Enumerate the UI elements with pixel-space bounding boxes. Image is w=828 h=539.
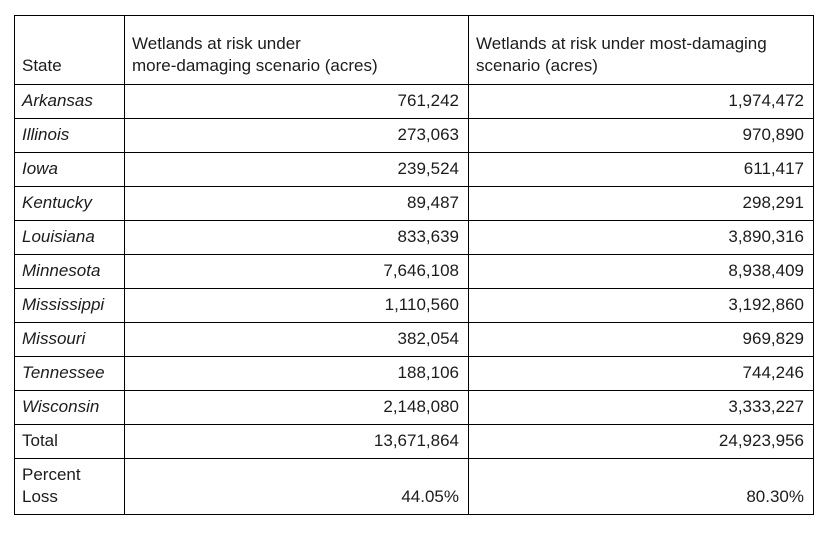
more-damaging-value: 382,054: [124, 322, 469, 357]
total-label: Total: [14, 424, 125, 459]
state-name: Iowa: [14, 152, 125, 187]
most-damaging-value: 744,246: [468, 356, 814, 391]
state-name: Arkansas: [14, 84, 125, 119]
table-row-percent-loss: Percent Loss 44.05% 80.30%: [14, 458, 814, 515]
most-damaging-value: 611,417: [468, 152, 814, 187]
more-damaging-value: 239,524: [124, 152, 469, 187]
percent-loss-most-damaging-value: 80.30%: [468, 458, 814, 515]
state-name: Tennessee: [14, 356, 125, 391]
table-row-wisconsin: Wisconsin 2,148,080 3,333,227: [14, 390, 814, 425]
table-row-iowa: Iowa 239,524 611,417: [14, 152, 814, 187]
state-name: Illinois: [14, 118, 125, 153]
table-row-kentucky: Kentucky 89,487 298,291: [14, 186, 814, 221]
total-more-damaging-value: 13,671,864: [124, 424, 469, 459]
table-row-louisiana: Louisiana 833,639 3,890,316: [14, 220, 814, 255]
more-damaging-value: 89,487: [124, 186, 469, 221]
more-damaging-value: 761,242: [124, 84, 469, 119]
most-damaging-value: 1,974,472: [468, 84, 814, 119]
table-row-arkansas: Arkansas 761,242 1,974,472: [14, 84, 814, 119]
more-damaging-value: 273,063: [124, 118, 469, 153]
state-name: Missouri: [14, 322, 125, 357]
state-name: Wisconsin: [14, 390, 125, 425]
most-damaging-value: 969,829: [468, 322, 814, 357]
state-name: Louisiana: [14, 220, 125, 255]
more-damaging-value: 7,646,108: [124, 254, 469, 289]
table-row-tennessee: Tennessee 188,106 744,246: [14, 356, 814, 391]
header-row: State Wetlands at risk under more-damagi…: [14, 15, 814, 85]
state-name: Kentucky: [14, 186, 125, 221]
most-damaging-value: 3,333,227: [468, 390, 814, 425]
more-damaging-value: 2,148,080: [124, 390, 469, 425]
state-name: Mississippi: [14, 288, 125, 323]
most-damaging-value: 3,890,316: [468, 220, 814, 255]
column-header-more-damaging: Wetlands at risk under more-damaging sce…: [124, 15, 469, 85]
table-row-illinois: Illinois 273,063 970,890: [14, 118, 814, 153]
percent-loss-label: Percent Loss: [14, 458, 125, 515]
most-damaging-value: 298,291: [468, 186, 814, 221]
table-row-minnesota: Minnesota 7,646,108 8,938,409: [14, 254, 814, 289]
column-header-most-damaging: Wetlands at risk under most-damaging sce…: [468, 15, 814, 85]
most-damaging-value: 3,192,860: [468, 288, 814, 323]
state-name: Minnesota: [14, 254, 125, 289]
more-damaging-value: 188,106: [124, 356, 469, 391]
wetlands-risk-table: State Wetlands at risk under more-damagi…: [14, 15, 814, 515]
percent-loss-more-damaging-value: 44.05%: [124, 458, 469, 515]
more-damaging-value: 833,639: [124, 220, 469, 255]
wetlands-risk-table-container: State Wetlands at risk under more-damagi…: [14, 15, 814, 515]
more-damaging-value: 1,110,560: [124, 288, 469, 323]
table-row-mississippi: Mississippi 1,110,560 3,192,860: [14, 288, 814, 323]
table-row-missouri: Missouri 382,054 969,829: [14, 322, 814, 357]
most-damaging-value: 8,938,409: [468, 254, 814, 289]
table-row-total: Total 13,671,864 24,923,956: [14, 424, 814, 459]
total-most-damaging-value: 24,923,956: [468, 424, 814, 459]
most-damaging-value: 970,890: [468, 118, 814, 153]
column-header-state: State: [14, 15, 125, 85]
